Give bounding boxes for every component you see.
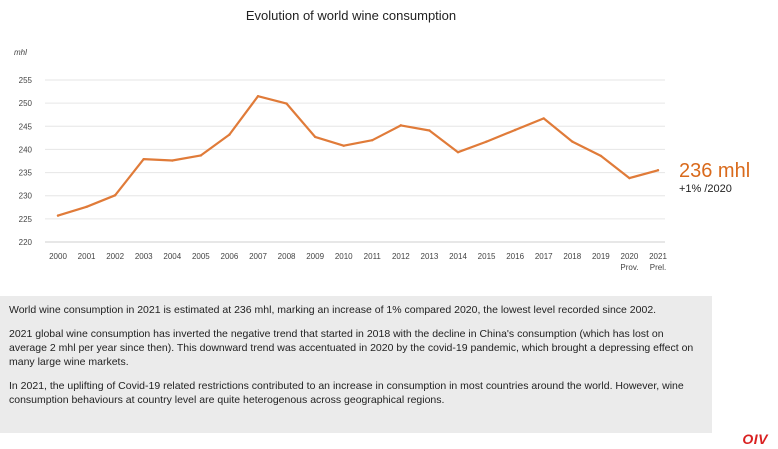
paragraph-1: World wine consumption in 2021 is estima… bbox=[9, 304, 657, 316]
grid bbox=[45, 79, 665, 243]
x-tick-label: 2012 bbox=[392, 252, 410, 261]
y-tick-label: 235 bbox=[19, 169, 33, 178]
x-tick-label: 2013 bbox=[421, 252, 439, 261]
data-point bbox=[371, 138, 374, 142]
y-tick-label: 245 bbox=[19, 122, 33, 131]
x-tick-label: 2004 bbox=[163, 252, 181, 261]
data-point bbox=[313, 135, 317, 139]
x-tick-label: 2008 bbox=[278, 252, 296, 261]
chart: Evolution of world wine consumption mhl … bbox=[14, 8, 750, 272]
x-tick-label: 2005 bbox=[192, 252, 210, 261]
x-tick-label: 2007 bbox=[249, 252, 267, 261]
data-point bbox=[199, 154, 203, 157]
data-point bbox=[628, 176, 631, 180]
data-point bbox=[256, 95, 260, 98]
y-tick-label: 220 bbox=[19, 238, 33, 247]
x-tick-label: 2019 bbox=[592, 252, 610, 261]
data-point bbox=[428, 129, 431, 132]
x-tick-label: 2014 bbox=[449, 252, 467, 261]
data-point bbox=[399, 124, 403, 127]
paragraph-3: In 2021, the uplifting of Covid-19 relat… bbox=[9, 380, 684, 406]
series-line bbox=[56, 95, 660, 217]
y-tick-label: 255 bbox=[19, 76, 33, 85]
data-point bbox=[485, 140, 488, 143]
paragraph-2: 2021 global wine consumption has inverte… bbox=[9, 328, 694, 368]
data-point bbox=[513, 128, 517, 132]
data-point bbox=[171, 159, 174, 162]
x-tick-label: 2001 bbox=[78, 252, 96, 261]
data-point bbox=[542, 117, 545, 120]
data-point bbox=[85, 205, 88, 209]
x-tick-label: 2016 bbox=[506, 252, 524, 261]
commentary-box: World wine consumption in 2021 is estima… bbox=[0, 296, 712, 433]
x-tick-label: 2017 bbox=[535, 252, 553, 261]
x-axis: 2000 2001 2002 2003 2004 2005 2006 2007 2008 2009… bbox=[49, 252, 667, 272]
x-tick-label: 2021 bbox=[649, 252, 667, 261]
data-point bbox=[142, 157, 145, 161]
x-tick-label: 2006 bbox=[221, 252, 239, 261]
data-point bbox=[56, 214, 60, 217]
y-tick-label: 250 bbox=[19, 99, 33, 108]
x-tick-label: 2002 bbox=[106, 252, 124, 261]
y-axis: 220 225 230 235 240 245 250 255 bbox=[19, 76, 33, 247]
data-point bbox=[285, 102, 288, 105]
oiv-logo: OIV bbox=[742, 431, 768, 447]
chart-title: Evolution of world wine consumption bbox=[246, 8, 456, 23]
x-tick-sublabel: Prel. bbox=[650, 263, 666, 272]
data-point bbox=[571, 140, 574, 143]
data-point bbox=[656, 169, 660, 172]
x-tick-label: 2009 bbox=[306, 252, 324, 261]
callout-value: 236 mhl bbox=[679, 160, 750, 182]
x-tick-label: 2015 bbox=[478, 252, 496, 261]
x-tick-label: 2010 bbox=[335, 252, 353, 261]
y-tick-label: 225 bbox=[19, 215, 33, 224]
y-tick-label: 230 bbox=[19, 192, 33, 201]
x-tick-label: 2011 bbox=[364, 252, 382, 261]
callout-change: +1% /2020 bbox=[679, 183, 732, 195]
series-layer bbox=[56, 95, 660, 217]
data-point bbox=[228, 133, 231, 136]
x-tick-label: 2018 bbox=[563, 252, 581, 261]
x-tick-sublabel: Prov. bbox=[620, 263, 638, 272]
x-tick-label: 2000 bbox=[49, 252, 67, 261]
x-tick-label: 2020 bbox=[621, 252, 639, 261]
y-tick-label: 240 bbox=[19, 145, 33, 154]
data-point bbox=[113, 194, 117, 197]
y-axis-unit: mhl bbox=[14, 48, 27, 57]
data-point bbox=[456, 151, 460, 154]
data-point bbox=[599, 154, 603, 158]
data-point bbox=[342, 144, 345, 147]
x-tick-label: 2003 bbox=[135, 252, 153, 261]
